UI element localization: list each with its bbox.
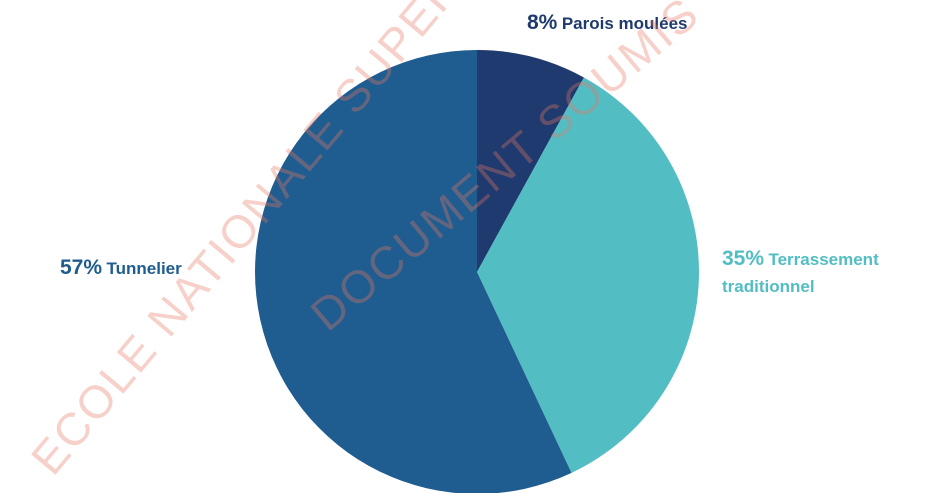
slice-percent: 8% xyxy=(527,11,558,34)
slice-label: 35% Terrassement traditionnel xyxy=(722,246,948,301)
slice-label: 8% Parois moulées xyxy=(527,10,927,38)
pie-slice xyxy=(477,50,584,272)
slice-percent: 57% xyxy=(60,256,103,279)
pie-slice xyxy=(477,77,699,473)
slice-percent: 35% xyxy=(722,247,765,270)
pie-slice xyxy=(255,50,572,493)
slice-label: 57% Tunnelier xyxy=(60,255,360,283)
slice-name: Terrassement traditionnel xyxy=(722,250,879,296)
slice-name: Tunnelier xyxy=(106,259,182,278)
slice-name: Parois moulées xyxy=(561,14,688,33)
